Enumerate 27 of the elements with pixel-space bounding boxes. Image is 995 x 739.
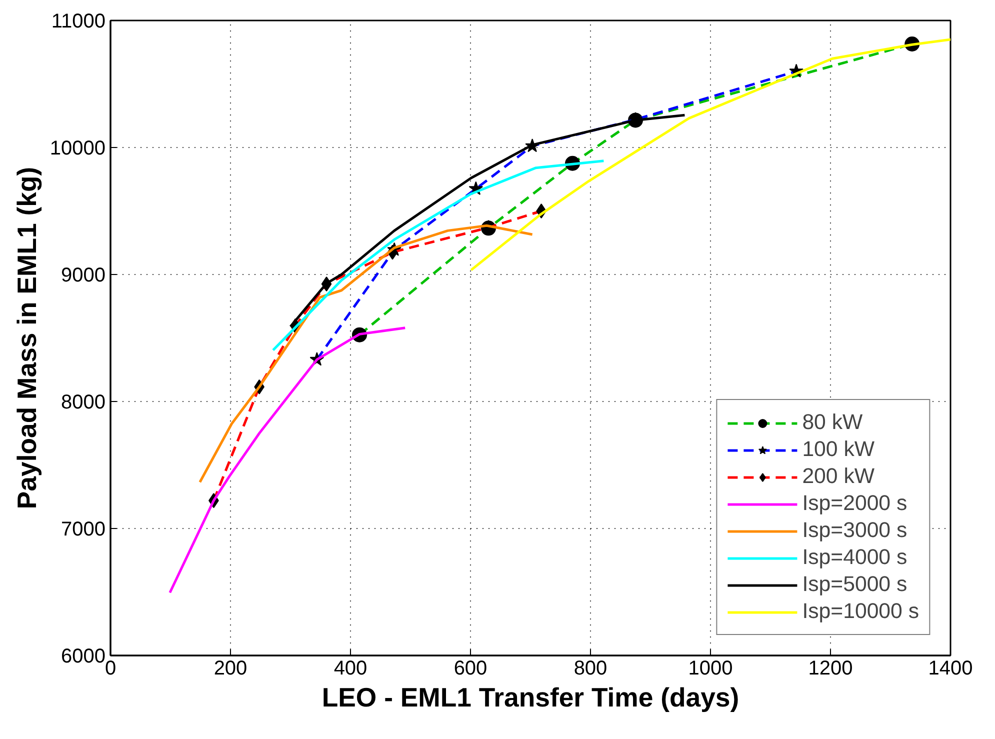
x-axis-title: LEO - EML1 Transfer Time (days) bbox=[322, 682, 740, 712]
legend-label: 100 kW bbox=[802, 437, 874, 462]
x-tick-label: 600 bbox=[454, 658, 488, 680]
legend-label: Isp=5000 s bbox=[802, 572, 908, 597]
x-tick-label: 400 bbox=[334, 658, 368, 680]
legend-label: 80 kW bbox=[802, 410, 863, 435]
x-tick-label: 800 bbox=[574, 658, 608, 680]
line-series bbox=[272, 160, 605, 352]
y-tick-label: 8000 bbox=[61, 392, 106, 414]
x-tick-label: 1000 bbox=[688, 658, 733, 680]
line-series bbox=[168, 326, 406, 594]
x-tick-label: 0 bbox=[104, 658, 116, 680]
y-tick-label: 6000 bbox=[61, 646, 106, 668]
legend-label: Isp=10000 s bbox=[802, 599, 919, 624]
y-tick-label: 11000 bbox=[51, 10, 106, 32]
y-axis-title: Payload Mass in EML1 (kg) bbox=[12, 166, 42, 510]
y-tick-label: 10000 bbox=[50, 138, 106, 160]
y-tick-label: 7000 bbox=[61, 518, 106, 540]
legend-label: 200 kW bbox=[802, 464, 874, 489]
x-tick-label: 200 bbox=[214, 658, 248, 680]
legend-label: Isp=2000 s bbox=[802, 491, 908, 516]
x-tick-label: 1200 bbox=[808, 658, 853, 680]
x-tick-label: 1400 bbox=[928, 658, 973, 680]
legend-label: Isp=3000 s bbox=[802, 518, 908, 543]
legend-label: Isp=4000 s bbox=[802, 545, 908, 570]
y-tick-label: 9000 bbox=[61, 264, 106, 286]
line-series bbox=[470, 38, 950, 272]
